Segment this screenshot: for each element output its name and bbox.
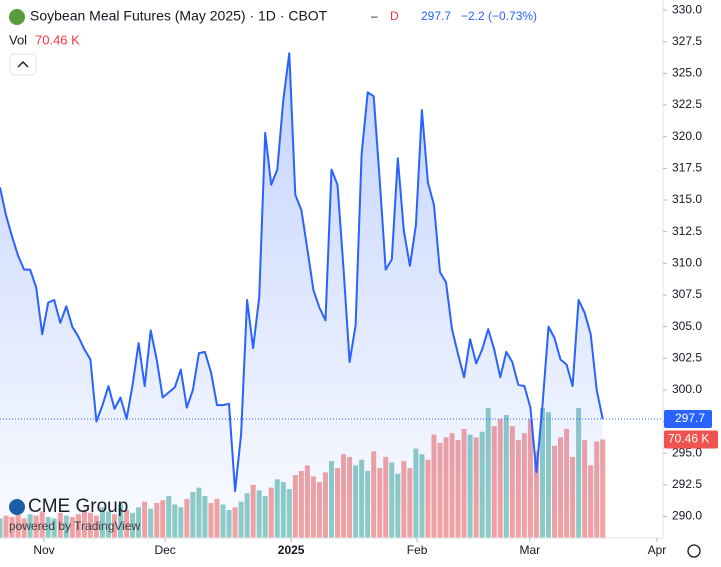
symbol-icon bbox=[9, 9, 25, 25]
settings-icon[interactable] bbox=[687, 544, 701, 558]
logo: CME Group bbox=[28, 496, 128, 517]
plot bbox=[0, 52, 663, 538]
collapse-button[interactable] bbox=[9, 53, 37, 76]
y-tick-label: 317.5 bbox=[672, 161, 702, 175]
caret bbox=[17, 61, 29, 68]
y-tick-label: 315.0 bbox=[672, 192, 702, 206]
x-tick-label: 2025 bbox=[278, 543, 305, 557]
price-tag-label: 297.7 bbox=[675, 411, 705, 425]
vol-label: Vol bbox=[9, 32, 27, 47]
price-tag bbox=[664, 410, 712, 429]
volume-tag-label: 70.46 K bbox=[668, 432, 709, 446]
price-line bbox=[0, 52, 604, 493]
y-tick-label: 330.0 bbox=[672, 2, 702, 16]
flag: D bbox=[390, 9, 399, 23]
y-tick-label: 310.0 bbox=[672, 255, 702, 269]
x-tick-label: Feb bbox=[407, 543, 428, 557]
dash: – bbox=[371, 9, 378, 23]
y-tick-label: 290.0 bbox=[672, 509, 702, 523]
y-tick-label: 325.0 bbox=[672, 66, 702, 80]
volume-bar bbox=[600, 439, 606, 538]
price-area bbox=[0, 53, 603, 538]
y-tick-label: 320.0 bbox=[672, 129, 702, 143]
y-tick-label: 305.0 bbox=[672, 319, 702, 333]
y-tick-label: 302.5 bbox=[672, 350, 702, 364]
volume-tag bbox=[664, 430, 718, 449]
change: −2.2 (−0.73%) bbox=[461, 9, 537, 23]
logo-icon bbox=[9, 499, 25, 515]
x-tick-label: Nov bbox=[33, 543, 54, 557]
y-tick-label: 292.5 bbox=[672, 477, 702, 491]
y-tick-label: 295.0 bbox=[672, 445, 702, 459]
vol-value: 70.46 K bbox=[35, 32, 80, 47]
last-price: 297.7 bbox=[421, 9, 451, 23]
x-tick-label: Apr bbox=[648, 543, 667, 557]
chart-title: Soybean Meal Futures (May 2025) · 1D · C… bbox=[30, 8, 328, 24]
y-tick-label: 322.5 bbox=[672, 97, 702, 111]
x-tick-label: Mar bbox=[519, 543, 540, 557]
y-tick-label: 307.5 bbox=[672, 287, 702, 301]
y-tick-label: 312.5 bbox=[672, 224, 702, 238]
y-tick-label: 300.0 bbox=[672, 382, 702, 396]
x-tick-label: Dec bbox=[154, 543, 175, 557]
y-tick-label: 327.5 bbox=[672, 34, 702, 48]
powered-by: powered by TradingView bbox=[9, 519, 141, 533]
